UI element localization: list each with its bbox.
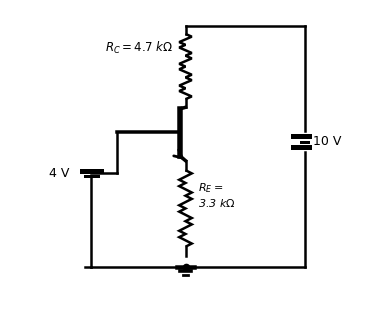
Text: 10 V: 10 V	[312, 135, 341, 148]
Text: 4 V: 4 V	[49, 167, 69, 180]
Text: $R_C = 4.7$ k$\Omega$: $R_C = 4.7$ k$\Omega$	[105, 40, 172, 56]
Text: $R_E =$
3.3 k$\Omega$: $R_E =$ 3.3 k$\Omega$	[198, 181, 236, 209]
